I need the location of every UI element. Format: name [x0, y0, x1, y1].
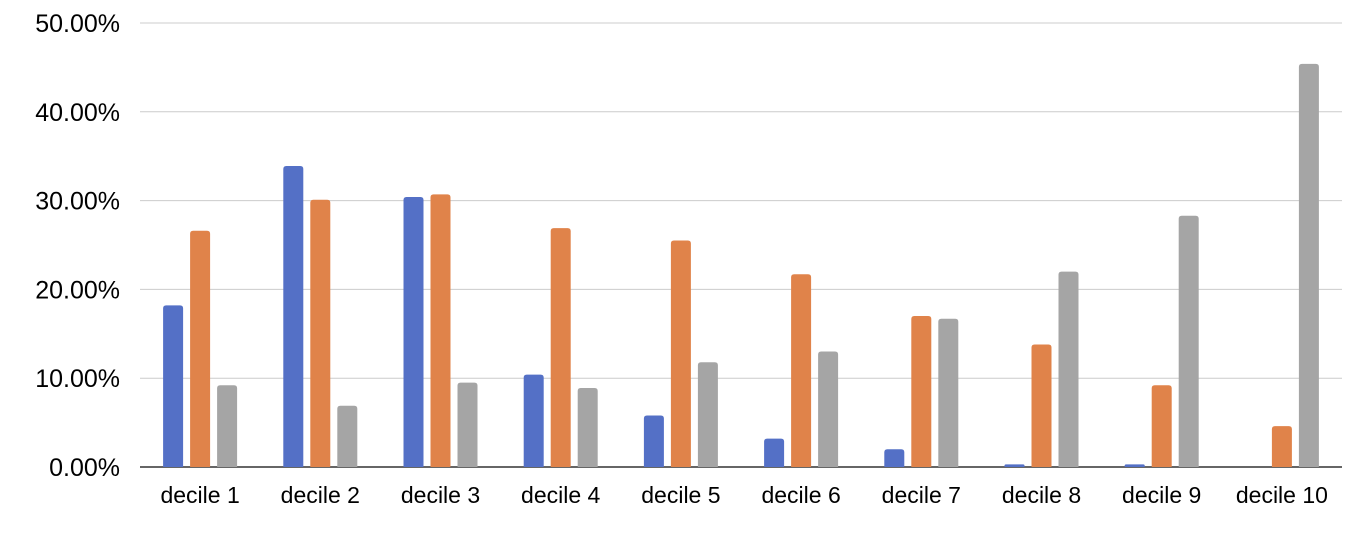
bar-series-3: [1178, 215, 1199, 467]
bar-series-1: [643, 415, 664, 467]
bar-series-2: [310, 199, 331, 467]
bar-series-2: [1151, 385, 1172, 467]
bar-series-2: [190, 230, 211, 467]
bar-series-3: [217, 385, 238, 467]
bar-series-2: [1031, 344, 1052, 467]
x-axis: decile 1 decile 2 decile 3 decile 4 decile 5…: [160, 482, 1327, 508]
bar-series-2: [430, 194, 451, 467]
x-tick-label: decile 8: [1002, 482, 1081, 508]
bar-series-2: [791, 274, 812, 467]
bar-series-2: [911, 316, 932, 467]
y-tick-label: 40.00%: [35, 99, 120, 127]
bar-series-2: [670, 240, 691, 467]
bar-series-1: [523, 374, 544, 467]
x-tick-label: decile 4: [521, 482, 600, 508]
bar-series-3: [457, 382, 478, 467]
bar-series-3: [818, 351, 839, 467]
bar-series-1: [283, 165, 304, 467]
y-tick-label: 30.00%: [35, 188, 120, 216]
bar-series-1: [163, 305, 184, 467]
y-tick-label: 50.00%: [35, 10, 120, 38]
x-tick-label: decile 6: [761, 482, 840, 508]
bar-series-3: [577, 387, 598, 467]
x-tick-label: decile 1: [160, 482, 239, 508]
bar-series-1: [764, 438, 785, 467]
y-tick-label: 20.00%: [35, 276, 120, 304]
x-tick-label: decile 10: [1236, 482, 1328, 508]
bar-series-3: [697, 362, 718, 467]
y-tick-label: 10.00%: [35, 365, 120, 393]
bar-series-1: [1004, 464, 1025, 467]
bar-series-1: [403, 197, 424, 467]
bar-series-3: [938, 318, 959, 467]
x-tick-label: decile 3: [401, 482, 480, 508]
bar-series-1: [884, 449, 905, 467]
x-tick-label: decile 2: [281, 482, 360, 508]
y-tick-label: 0.00%: [49, 454, 120, 482]
bar-series-3: [337, 405, 358, 467]
bar-series-3: [1298, 63, 1319, 468]
bar-series-3: [1058, 271, 1079, 467]
bar-series-1: [1124, 464, 1145, 467]
bars: [163, 63, 1319, 468]
bar-series-2: [1271, 426, 1292, 467]
bar-series-2: [550, 228, 571, 467]
x-tick-label: decile 9: [1122, 482, 1201, 508]
y-axis: 0.00% 10.00% 20.00% 30.00% 40.00% 50.00%: [35, 10, 120, 482]
x-tick-label: decile 7: [882, 482, 961, 508]
x-tick-label: decile 5: [641, 482, 720, 508]
